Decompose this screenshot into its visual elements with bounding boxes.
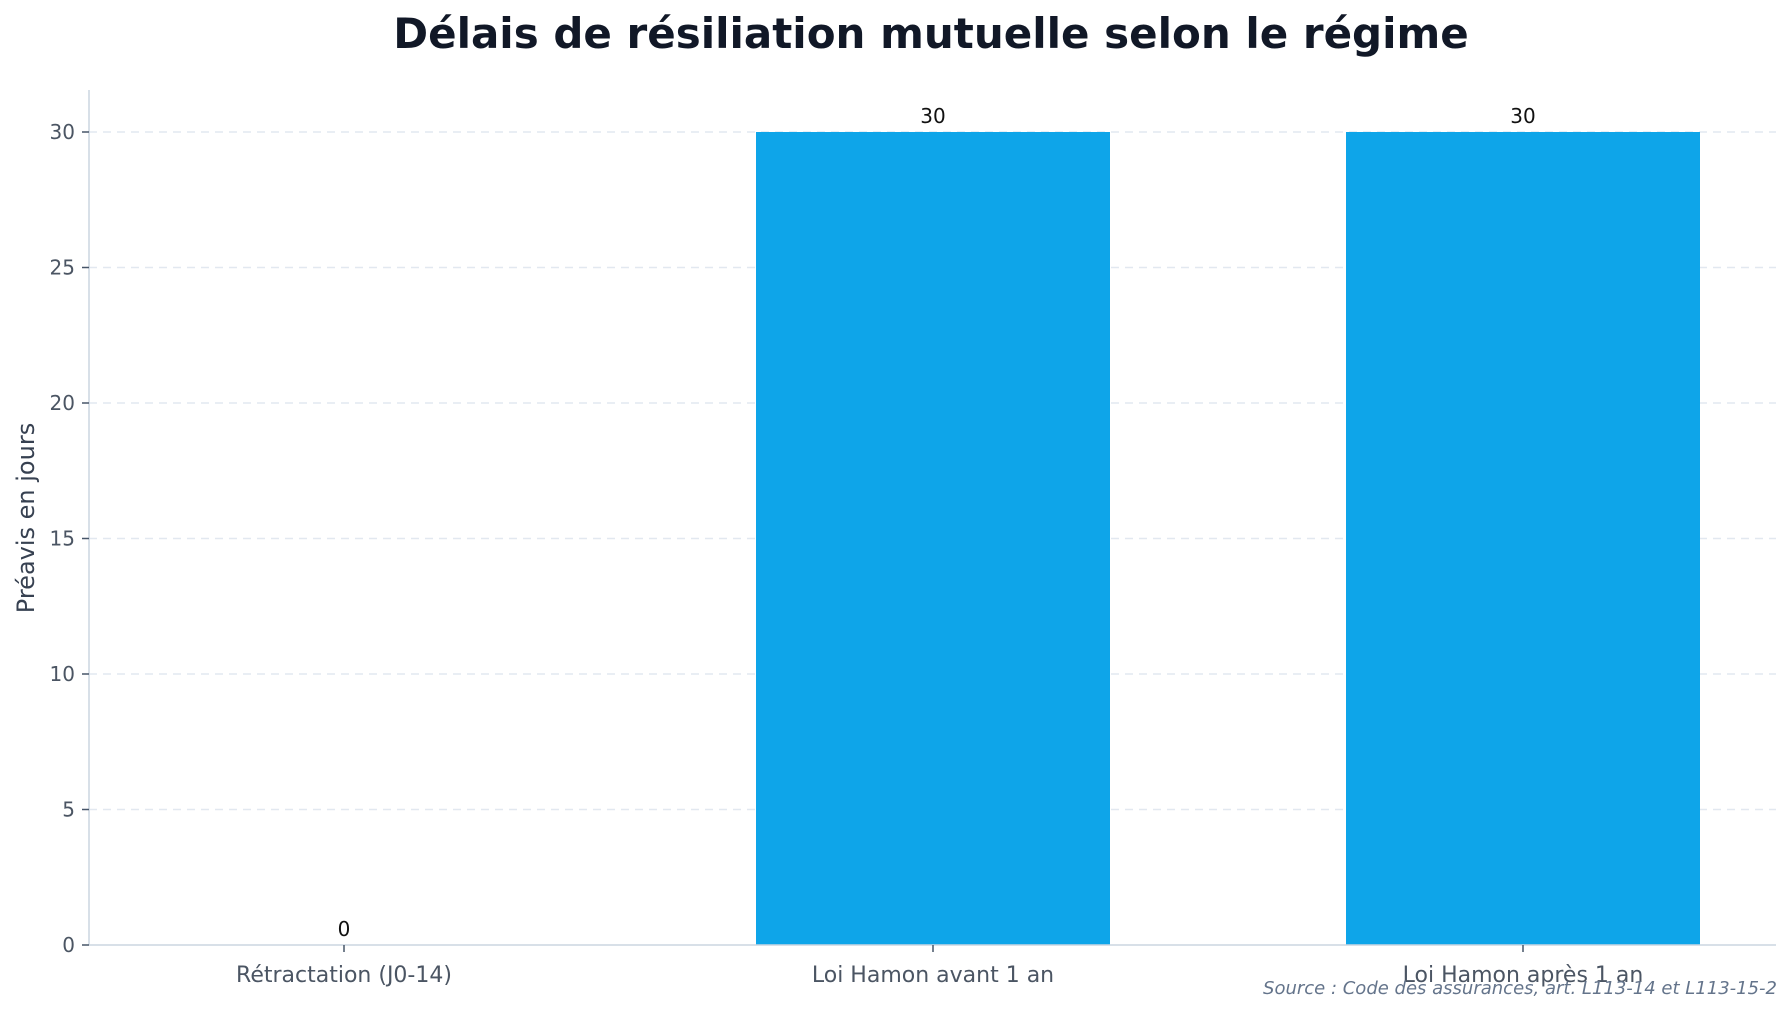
data-label: 30 <box>920 104 945 128</box>
bar <box>756 132 1110 945</box>
y-tick-label: 10 <box>50 662 75 686</box>
x-ticks: Rétractation (J0-14) Loi Hamon avant 1 an… <box>236 945 1643 988</box>
source-note: Source : Code des assurances, art. L113-… <box>1263 978 1777 999</box>
y-tick-label: 25 <box>50 256 75 280</box>
x-tick-label: Loi Hamon avant 1 an <box>812 963 1054 988</box>
y-tick-label: 30 <box>50 120 75 144</box>
data-labels: 0 30 30 <box>338 104 1536 941</box>
x-tick-label: Rétractation (J0-14) <box>236 963 452 988</box>
y-tick-label: 5 <box>62 798 75 822</box>
data-label: 30 <box>1510 104 1535 128</box>
y-tick-label: 20 <box>50 391 75 415</box>
y-axis-label: Préavis en jours <box>12 423 40 613</box>
y-tick-label: 15 <box>50 527 75 551</box>
bar <box>1346 132 1700 945</box>
x-tick-label: Loi Hamon après 1 an <box>1403 963 1644 988</box>
y-ticks: 0 5 10 15 20 25 30 <box>50 120 89 957</box>
y-tick-label: 0 <box>62 933 75 957</box>
data-label: 0 <box>338 917 351 941</box>
bars <box>756 132 1700 945</box>
chart-title: Délais de résiliation mutuelle selon le … <box>393 9 1469 58</box>
